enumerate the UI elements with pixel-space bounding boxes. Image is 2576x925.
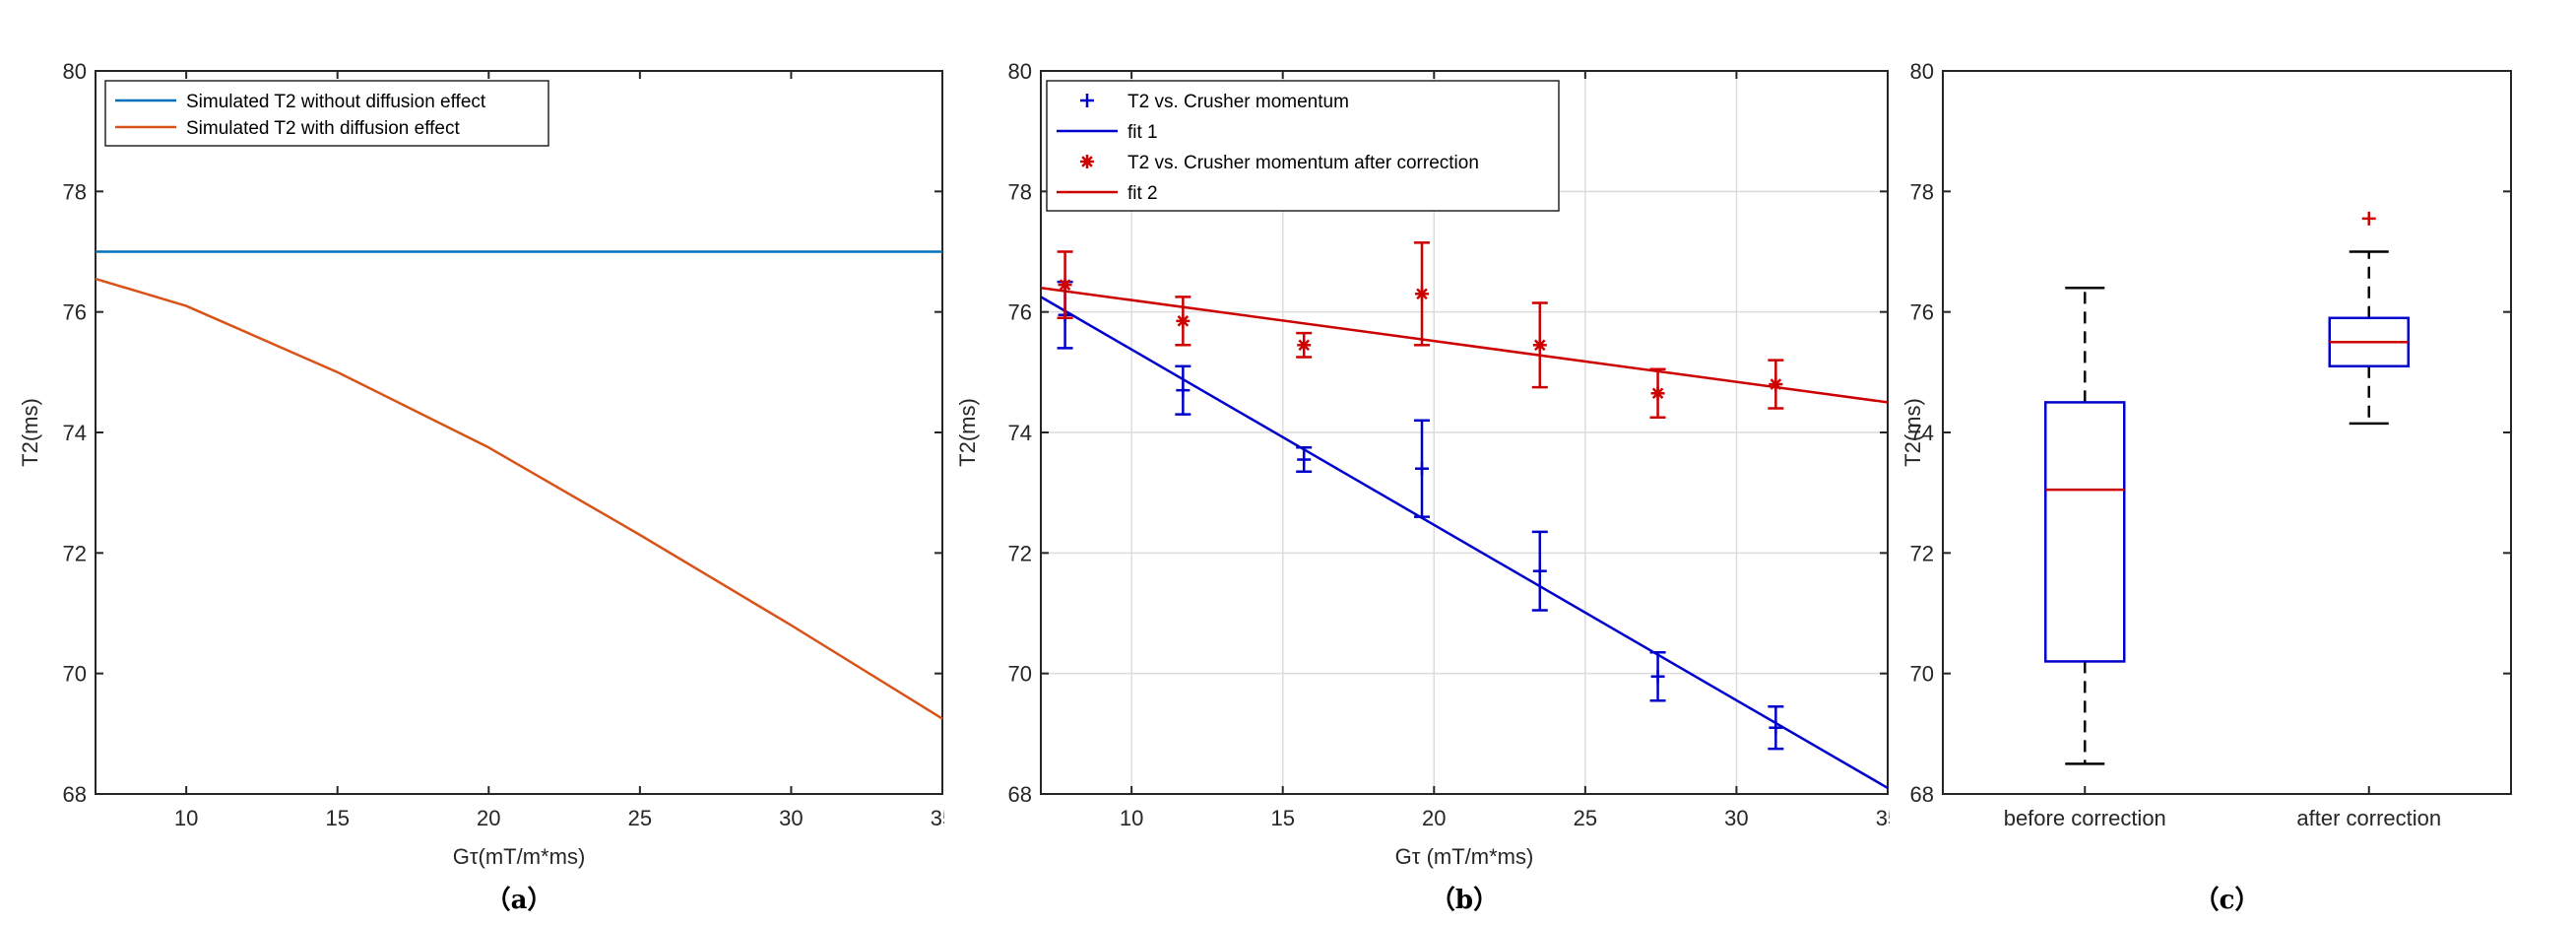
x-tick-label: 20 [1422,806,1446,830]
x-tick-label: 20 [477,806,500,830]
x-tick-label: 10 [174,806,198,830]
y-tick-label: 80 [63,59,87,84]
data-point-star [1534,339,1546,352]
x-tick-label: 25 [628,806,652,830]
y-tick-label: 74 [1910,421,1934,445]
data-point-star [1298,339,1310,352]
y-tick-label: 80 [1910,59,1934,84]
data-point-star [1416,288,1428,300]
y-tick-label: 78 [63,179,87,204]
x-tick-label-edge: 35 [1876,806,1900,830]
y-tick-label: 78 [1910,179,1934,204]
legend-box [1046,80,1560,212]
y-tick-label: 80 [1008,59,1032,84]
data-point-star [1651,387,1664,400]
y-tick-label: 72 [1910,541,1934,565]
data-point-star [1081,156,1093,167]
x-category-label: before correction [2004,806,2166,830]
y-tick-label: 74 [1008,421,1032,445]
panel-label: （a） [485,886,553,915]
legend-label: T2 vs. Crusher momentum [1127,92,1349,112]
x-tick-label: 10 [1120,806,1143,830]
x-tick-label: 30 [779,806,803,830]
series-line [95,277,943,720]
y-tick-label: 72 [63,541,87,565]
y-tick-label: 78 [1008,179,1032,204]
legend-box [104,80,549,147]
panel-label: （c） [2194,886,2261,915]
legend-label: Simulated T2 with diffusion effect [186,118,460,139]
y-axis-label: T2(ms) [955,398,980,467]
axes-frame [95,70,943,795]
panel-b: 68 70 72 74 76 78 80 T2(ms) 10 15 20 25 30 35 Gτ (mT/m… [955,59,1900,915]
axes-frame [1942,70,2512,795]
legend-label: T2 vs. Crusher momentum after correction [1127,153,1479,173]
fit-line [1041,296,1888,789]
x-tick-label-edge: 35 [931,806,954,830]
y-tick-label: 70 [63,662,87,687]
x-axis-label: Gτ(mT/m*ms) [453,844,586,869]
y-tick-label: 76 [1008,300,1032,325]
x-category-label: after correction [2296,806,2441,830]
panel-a: 68 70 72 74 76 78 80 T2(ms) 10 15 20 25 30 35 Gτ(mT/m*… [18,59,954,915]
data-point-star [1177,315,1190,327]
y-tick-label: 68 [63,782,87,807]
legend-label: fit 2 [1127,183,1158,204]
panel-label: （b） [1430,886,1499,915]
y-tick-label: 70 [1910,662,1934,687]
legend-label: Simulated T2 without diffusion effect [186,92,486,112]
x-tick-label: 15 [1270,806,1294,830]
y-axis-label: T2(ms) [1900,398,1925,467]
data-point-star [1059,279,1071,291]
y-tick-label: 72 [1008,541,1032,565]
x-tick-label: 15 [325,806,349,830]
y-tick-label: 70 [1008,662,1032,687]
box [2044,401,2126,663]
fit-line [1041,286,1888,404]
data-point-star [1770,378,1782,390]
y-tick-label: 76 [1910,300,1934,325]
x-axis-label: Gτ (mT/m*ms) [1395,844,1534,869]
x-tick-label: 25 [1574,806,1597,830]
y-axis-label: T2(ms) [18,398,42,467]
y-tick-label: 76 [63,300,87,325]
y-tick-label: 74 [63,421,87,445]
legend-label: fit 1 [1127,122,1158,143]
y-tick-label: 68 [1910,782,1934,807]
y-tick-label: 68 [1008,782,1032,807]
panel-c: 68 70 72 74 76 78 80 T2(ms) before correction aft… [1900,59,2512,915]
x-tick-label: 30 [1724,806,1748,830]
